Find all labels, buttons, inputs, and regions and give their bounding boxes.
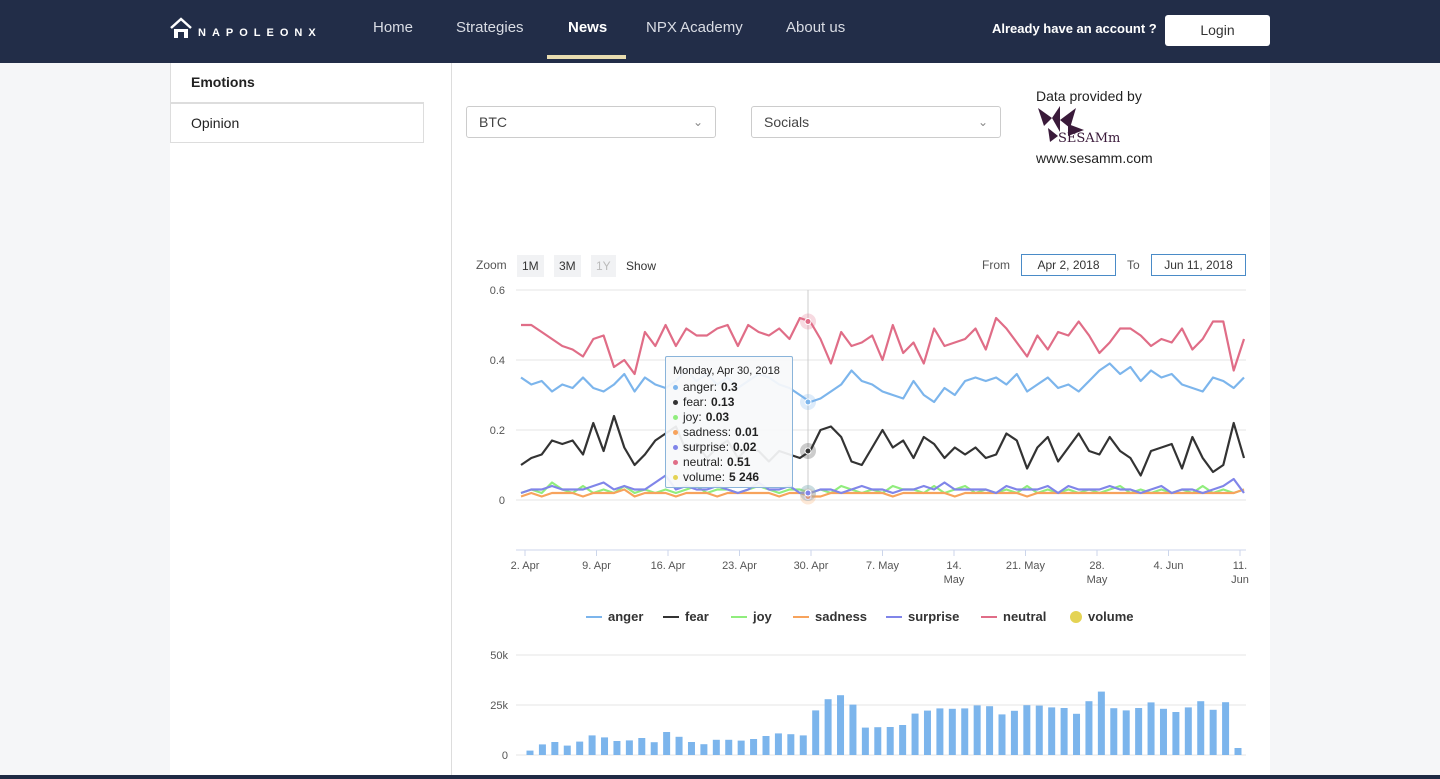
tooltip-row-fear: fear:0.13 bbox=[673, 395, 785, 410]
from-date-input[interactable]: Apr 2, 2018 bbox=[1021, 254, 1116, 276]
chart-tooltip: Monday, Apr 30, 2018 anger:0.3 fear:0.13… bbox=[665, 356, 793, 488]
tooltip-label: joy bbox=[683, 410, 699, 424]
nav-link-strategies[interactable]: Strategies bbox=[456, 19, 524, 36]
zoom-1y-button[interactable]: 1Y bbox=[591, 255, 616, 277]
tooltip-value: 5 246 bbox=[729, 470, 760, 484]
data-provider: Data provided by SESAMm www.sesamm.com bbox=[1036, 88, 1153, 166]
tooltip-row-surprise: surprise:0.02 bbox=[673, 440, 785, 455]
legend-label: volume bbox=[1088, 609, 1134, 624]
to-label: To bbox=[1127, 258, 1140, 272]
nav-link-home[interactable]: Home bbox=[373, 19, 414, 36]
napoleonx-logo-icon bbox=[170, 17, 192, 38]
tooltip-label: anger bbox=[683, 380, 714, 394]
tooltip-row-sadness: sadness:0.01 bbox=[673, 425, 785, 440]
nav-link-npx-academy[interactable]: NPX Academy bbox=[646, 19, 743, 36]
logo[interactable]: NAPOLEONX bbox=[170, 17, 322, 39]
tooltip-value: 0.01 bbox=[735, 425, 759, 439]
legend-item-fear[interactable]: fear bbox=[663, 609, 709, 624]
legend-item-neutral[interactable]: neutral bbox=[981, 609, 1046, 624]
tooltip-row-neutral: neutral:0.51 bbox=[673, 455, 785, 470]
legend-swatch bbox=[793, 615, 809, 618]
nav-link-about-us[interactable]: About us bbox=[786, 19, 846, 36]
legend-label: neutral bbox=[1003, 609, 1047, 624]
sidebar-tab-opinion[interactable]: Opinion bbox=[170, 103, 424, 143]
main-panel bbox=[452, 63, 1270, 775]
provider-name: SESAMm bbox=[1058, 131, 1121, 146]
from-label: From bbox=[982, 258, 1010, 272]
zoom-show-button[interactable]: Show bbox=[626, 259, 657, 273]
legend-label: fear bbox=[685, 609, 709, 624]
login-button[interactable]: Login bbox=[1165, 15, 1270, 46]
legend-label: sadness bbox=[815, 609, 868, 624]
sidebar: Emotions Opinion bbox=[170, 63, 452, 775]
tooltip-label: neutral bbox=[683, 455, 720, 469]
legend-item-joy[interactable]: joy bbox=[731, 609, 772, 624]
active-nav-indicator bbox=[547, 55, 626, 59]
zoom-3m-button[interactable]: 3M bbox=[554, 255, 581, 277]
tooltip-row-volume: volume:5 246 bbox=[673, 470, 785, 485]
asset-select[interactable]: BTC ⌄ bbox=[466, 106, 716, 138]
account-prompt: Already have an account ? bbox=[992, 21, 1157, 36]
legend-item-volume[interactable]: volume bbox=[1070, 609, 1134, 624]
source-select[interactable]: Socials ⌄ bbox=[751, 106, 1001, 138]
zoom-1m-button[interactable]: 1M bbox=[517, 255, 544, 277]
legend-swatch bbox=[886, 615, 902, 618]
source-select-value: Socials bbox=[764, 114, 810, 130]
top-navbar: NAPOLEONX Home Strategies News NPX Acade… bbox=[0, 0, 1440, 63]
tooltip-label: surprise bbox=[683, 440, 726, 454]
legend-label: surprise bbox=[908, 609, 960, 624]
window-bottom-edge bbox=[0, 775, 1440, 779]
tooltip-value: 0.03 bbox=[705, 410, 730, 424]
legend-item-sadness[interactable]: sadness bbox=[793, 609, 867, 624]
legend-label: joy bbox=[753, 609, 772, 624]
legend-swatch bbox=[731, 615, 747, 618]
legend-item-surprise[interactable]: surprise bbox=[886, 609, 959, 624]
to-date-input[interactable]: Jun 11, 2018 bbox=[1151, 254, 1246, 276]
zoom-label: Zoom bbox=[476, 258, 507, 272]
sidebar-tab-emotions[interactable]: Emotions bbox=[170, 63, 424, 103]
sesamm-logo-icon bbox=[1038, 106, 1084, 142]
chevron-down-icon: ⌄ bbox=[692, 115, 703, 129]
legend-item-anger[interactable]: anger bbox=[586, 609, 643, 624]
tooltip-row-joy: joy:0.03 bbox=[673, 410, 785, 425]
nav-link-news[interactable]: News bbox=[568, 19, 608, 36]
legend-swatch bbox=[586, 615, 602, 618]
tooltip-label: sadness bbox=[683, 425, 728, 439]
tooltip-value: 0.51 bbox=[727, 455, 751, 469]
logo-text: NAPOLEONX bbox=[198, 27, 322, 39]
tooltip-row-anger: anger:0.3 bbox=[673, 380, 785, 395]
tooltip-label: volume bbox=[683, 470, 722, 484]
tooltip-value: 0.13 bbox=[711, 395, 735, 409]
provider-label: Data provided by bbox=[1036, 88, 1142, 104]
provider-url[interactable]: www.sesamm.com bbox=[1036, 150, 1153, 166]
legend-label: anger bbox=[608, 609, 644, 624]
asset-select-value: BTC bbox=[479, 114, 507, 130]
tooltip-label: fear bbox=[683, 395, 704, 409]
legend-swatch bbox=[663, 615, 679, 618]
tooltip-value: 0.02 bbox=[733, 440, 757, 454]
tooltip-date: Monday, Apr 30, 2018 bbox=[673, 365, 780, 377]
chevron-down-icon: ⌄ bbox=[977, 115, 988, 129]
legend-swatch bbox=[1070, 610, 1082, 623]
sesamm-logo[interactable]: SESAMm bbox=[1036, 104, 1153, 150]
tooltip-value: 0.3 bbox=[721, 380, 738, 394]
legend-swatch bbox=[981, 615, 997, 618]
